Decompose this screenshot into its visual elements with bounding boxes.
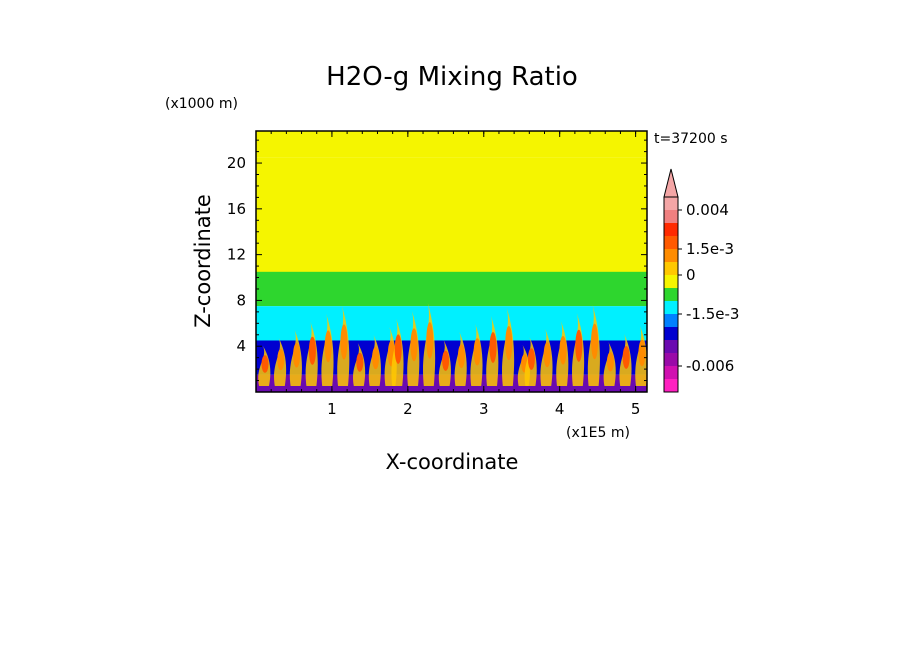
- plume-core-19: [543, 342, 551, 368]
- colorbar-label-4: 1.5e-3: [686, 240, 734, 258]
- plot-frame: [255, 130, 648, 393]
- colorbar-label-13: -0.006: [686, 357, 734, 375]
- colorbar-label-9: -1.5e-3: [686, 305, 739, 323]
- colorbar-swatch-11: [664, 340, 678, 354]
- x-unit-label: (x1E5 m): [566, 425, 630, 441]
- colorbar-swatch-3: [664, 236, 678, 250]
- plume-core-25: [638, 339, 646, 367]
- time-label: t=37200 s: [654, 131, 728, 147]
- plume-core-21: [575, 329, 583, 362]
- y-tick-label-2: 12: [227, 246, 246, 264]
- plume-core-15: [489, 332, 497, 363]
- colorbar-swatch-8: [664, 301, 678, 315]
- colorbar-swatch-9: [664, 314, 678, 328]
- colorbar-swatch-6: [664, 275, 678, 289]
- colorbar-swatch-7: [664, 288, 678, 302]
- plume-core-24: [622, 345, 630, 369]
- plume-core-9: [394, 334, 402, 364]
- plume-core-4: [324, 330, 332, 363]
- y-unit-label: (x1000 m): [165, 96, 238, 112]
- y-axis-ticks: 4 8 12 16 20: [227, 139, 647, 382]
- plume-core-11: [426, 322, 434, 359]
- colorbar-swatch-2: [664, 223, 678, 237]
- plume-core-10: [410, 328, 418, 362]
- plume-core-5: [340, 324, 348, 360]
- colorbar-frame: [663, 196, 679, 393]
- plume-core-13: [457, 344, 465, 369]
- y-tick-label-1: 8: [236, 291, 246, 309]
- mixing-ratio-field: [256, 131, 647, 392]
- y-axis-label: Z-coordinate: [191, 194, 215, 328]
- colorbar-swatch-4: [664, 249, 678, 263]
- colorbar-swatch-13: [664, 366, 678, 380]
- field-band-3: [256, 306, 647, 341]
- plume-core-23: [606, 352, 614, 372]
- x-tick-label-0: 1: [327, 400, 337, 418]
- plume-core-16: [505, 325, 513, 361]
- plume-core-14: [473, 338, 481, 366]
- colorbar-swatch-14: [664, 379, 678, 393]
- plume-core-18: [527, 348, 535, 370]
- x-axis-label: X-coordinate: [386, 450, 519, 474]
- x-tick-label-3: 4: [555, 400, 565, 418]
- plume-core-7: [372, 346, 380, 370]
- colorbar-swatch-10: [664, 327, 678, 341]
- field-band-0: [256, 131, 647, 158]
- plume-core-6: [356, 352, 364, 372]
- chart-title: H2O-g Mixing Ratio: [326, 62, 578, 92]
- colorbar-label-1: 0.004: [686, 201, 729, 219]
- plume-core-0: [261, 355, 269, 373]
- colorbar-swatch-1: [664, 210, 678, 224]
- colorbar-swatch-12: [664, 353, 678, 367]
- colorbar-label-6: 0: [686, 266, 696, 284]
- x-tick-label-2: 3: [479, 400, 489, 418]
- colorbar-swatch-0: [664, 197, 678, 211]
- plume-core-20: [559, 335, 567, 365]
- y-tick-label-0: 4: [236, 337, 246, 355]
- y-tick-label-3: 16: [227, 200, 246, 218]
- plume-core-12: [442, 350, 450, 371]
- x-axis-ticks: 1 2 3 4 5: [270, 131, 641, 418]
- colorbar-swatch-5: [664, 262, 678, 276]
- y-tick-label-4: 20: [227, 154, 246, 172]
- plume-core-1: [277, 349, 285, 371]
- colorbar: 0.004 1.5e-3 0 -1.5e-3 -0.006: [663, 168, 739, 393]
- x-tick-label-4: 5: [631, 400, 641, 418]
- x-tick-label-1: 2: [403, 400, 413, 418]
- colorbar-cap: [663, 168, 679, 198]
- field-band-2: [256, 271, 647, 307]
- plume-core-2: [293, 342, 301, 368]
- plume-core-22: [591, 323, 599, 360]
- plume-core-3: [308, 336, 316, 365]
